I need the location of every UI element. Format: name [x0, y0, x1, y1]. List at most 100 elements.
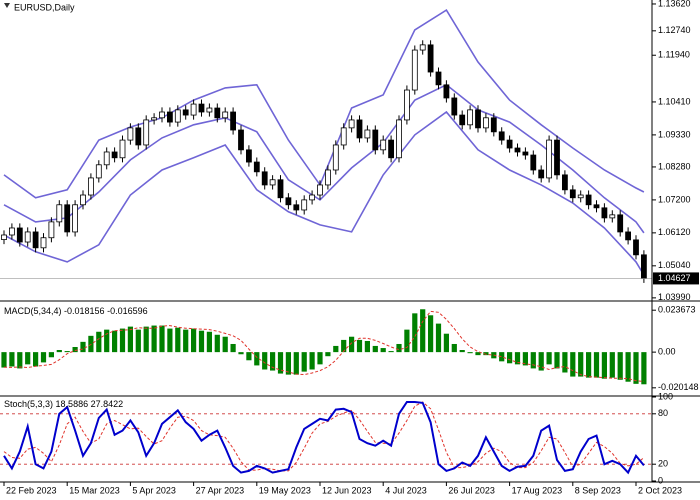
stoch-value: 18.5886: [56, 399, 89, 409]
macd-bar: [522, 352, 528, 366]
macd-bar: [17, 352, 23, 369]
macd-title: MACD(5,34,4) -0.018156 -0.016596: [4, 306, 148, 316]
macd-bar: [530, 352, 536, 369]
x-tick-label: 26 Jul 2023: [448, 485, 495, 495]
candle-body: [427, 44, 434, 73]
candle-body: [285, 197, 292, 206]
macd-bar: [333, 345, 339, 353]
y-tick-label: 80: [658, 408, 668, 418]
last-price-box: [653, 272, 699, 285]
candle-body: [514, 147, 521, 153]
macd-bar: [293, 352, 299, 375]
candle-body: [554, 139, 560, 176]
symbol-icon: [4, 3, 10, 8]
candle-body: [435, 71, 442, 86]
candle-body: [8, 227, 15, 236]
candle-body: [214, 107, 221, 119]
macd-bar: [112, 330, 118, 353]
macd-bar: [143, 326, 149, 353]
candle-body: [127, 127, 134, 141]
y-tick-label: 0.023673: [658, 305, 696, 315]
macd-bar: [254, 352, 260, 366]
macd-value: -0.018156: [64, 306, 105, 316]
candle-body: [467, 109, 474, 126]
macd-bar: [119, 328, 126, 353]
candle-body: [261, 171, 268, 186]
candle-body: [562, 174, 568, 191]
candle-body: [135, 127, 142, 146]
macd-bar: [388, 351, 394, 353]
candle-body: [80, 194, 86, 206]
macd-bar: [80, 341, 86, 353]
macd-signal-value: -0.016596: [107, 306, 148, 316]
macd-signal: [3, 310, 644, 382]
candle-body: [633, 239, 639, 256]
macd-bar: [270, 352, 276, 371]
candle-body: [277, 179, 284, 199]
candle-body: [340, 127, 347, 146]
macd-bar: [96, 331, 102, 353]
macd-bar: [40, 352, 47, 363]
macd-bar: [159, 325, 165, 353]
candle-body: [206, 107, 213, 113]
candle-body: [475, 109, 481, 129]
y-tick-label: 1.12740: [658, 25, 691, 35]
macd-bar: [562, 352, 568, 373]
macd-bar: [507, 352, 513, 364]
candle-body: [111, 151, 118, 159]
x-tick-label: 19 May 2023: [259, 485, 311, 495]
candle-body: [585, 194, 592, 206]
candle-body: [364, 129, 371, 139]
x-tick-label: 27 Apr 2023: [196, 485, 245, 495]
macd-bar: [633, 352, 639, 384]
candle-body: [641, 254, 647, 279]
stoch-title: Stoch(5,3,3) 18.5886 27.8422: [4, 399, 123, 409]
macd-bar: [349, 336, 355, 353]
plot-layer: [0, 8, 652, 475]
macd-bar: [396, 343, 402, 353]
macd-bar: [309, 352, 315, 370]
macd-bar: [499, 352, 505, 362]
x-tick-label: 2 Oct 2023: [638, 485, 682, 495]
candle-body: [309, 194, 316, 201]
macd-bar: [183, 329, 189, 353]
candle-body: [332, 144, 339, 171]
x-tick-label: 12 Jun 2023: [322, 485, 372, 495]
stoch-signal-value: 27.8422: [91, 399, 124, 409]
macd-bar: [230, 343, 236, 353]
candle-body: [490, 117, 497, 133]
candle-body: [253, 161, 260, 173]
candle-body: [64, 204, 71, 233]
macd-bar: [206, 331, 212, 353]
macd-bar: [570, 352, 576, 377]
y-tick-label: 1.05040: [658, 260, 691, 270]
macd-bar: [356, 339, 363, 353]
x-tick-label: 4 Jul 2023: [385, 485, 427, 495]
macd-bar: [25, 352, 31, 365]
macd-bar: [325, 352, 331, 357]
candle-body: [238, 129, 244, 151]
y-tick-label: 1.07200: [658, 194, 691, 204]
candle-body: [269, 179, 276, 186]
y-tick-label: 20: [658, 459, 668, 469]
y-tick-label: 0: [658, 475, 663, 485]
macd-bar: [609, 352, 615, 378]
macd-bar: [554, 352, 560, 369]
macd-bar: [380, 348, 386, 353]
macd-name: MACD(5,34,4): [4, 306, 62, 316]
candle-body: [40, 237, 47, 249]
x-tick-label: 22 Feb 2023: [6, 485, 57, 495]
macd-bar: [538, 352, 544, 371]
candle-body: [609, 214, 616, 219]
macd-bar: [1, 352, 7, 368]
macd-bar: [593, 352, 600, 378]
candle-body: [174, 109, 181, 123]
candle-body: [522, 151, 529, 156]
candle-body: [293, 204, 300, 211]
candle-body: [538, 169, 545, 179]
x-tick-label: 17 Aug 2023: [512, 485, 563, 495]
macd-bar: [198, 330, 205, 353]
macd-bar: [151, 325, 157, 353]
